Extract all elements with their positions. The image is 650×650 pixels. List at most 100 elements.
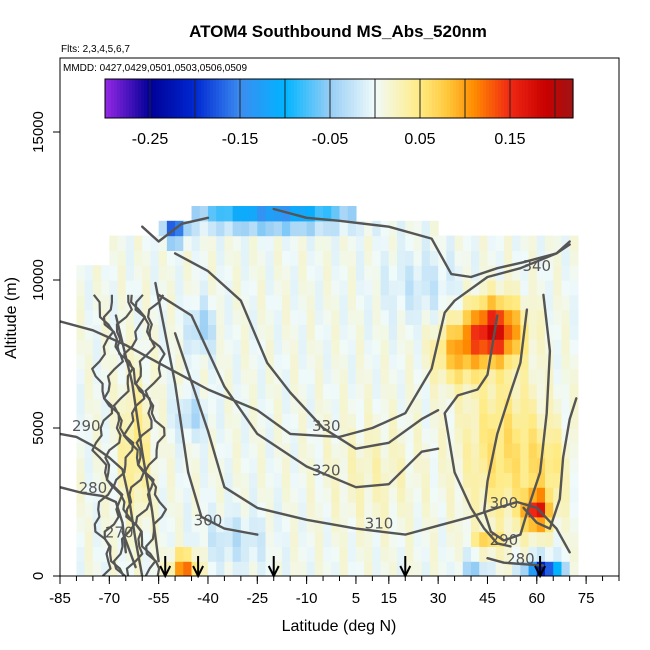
heat-cell	[462, 457, 472, 473]
heat-cell	[429, 457, 439, 473]
heat-cell	[191, 413, 201, 429]
heat-cell	[553, 398, 563, 414]
heat-cell	[421, 220, 431, 237]
heat-cell	[175, 250, 184, 266]
heat-cell	[84, 502, 94, 518]
heat-cell	[290, 265, 299, 281]
heat-cell	[388, 502, 398, 518]
heat-cell	[462, 502, 472, 518]
heat-cell	[76, 428, 86, 444]
heat-cell	[355, 383, 365, 399]
heat-cell	[487, 442, 497, 459]
heat-cell	[273, 487, 283, 503]
colorbar-segment	[231, 79, 235, 118]
heat-cell	[347, 502, 357, 518]
heat-cell	[183, 354, 193, 370]
heat-cell	[397, 428, 406, 444]
heat-cell	[454, 368, 464, 385]
heat-cell	[479, 324, 489, 340]
heat-cell	[388, 487, 398, 503]
heat-cell	[306, 206, 316, 222]
heat-cell	[355, 368, 365, 385]
heat-cell	[380, 220, 390, 237]
heat-cell	[331, 368, 341, 385]
heat-cell	[117, 324, 127, 340]
heat-cell	[388, 457, 398, 473]
heat-cell	[487, 546, 497, 562]
heat-cell	[265, 516, 275, 533]
heat-cell	[109, 368, 119, 385]
heat-cell	[479, 442, 489, 459]
heat-cell	[199, 472, 209, 488]
heat-cell	[281, 546, 291, 562]
heat-cell	[561, 516, 571, 533]
heat-cell	[347, 309, 357, 325]
heat-cell	[183, 413, 193, 429]
heat-cell	[158, 339, 168, 355]
heat-cell	[372, 265, 382, 281]
heat-cell	[224, 516, 234, 533]
heat-cell	[364, 546, 373, 562]
heat-cell	[413, 398, 423, 414]
heat-cell	[438, 235, 447, 251]
heat-cell	[569, 428, 579, 444]
heat-cell	[232, 457, 242, 473]
heat-cell	[314, 531, 324, 547]
heat-cell	[314, 235, 324, 251]
heat-cell	[487, 487, 497, 503]
heat-cell	[528, 531, 538, 547]
heat-cell	[528, 250, 538, 266]
heat-cell	[397, 472, 406, 488]
heat-cell	[528, 265, 538, 281]
heat-cell	[462, 280, 472, 296]
heat-cell	[471, 294, 480, 311]
heat-cell	[240, 561, 250, 576]
heat-cell	[446, 324, 456, 340]
heat-cell	[331, 324, 341, 340]
heat-cell	[471, 339, 480, 355]
heat-cell	[133, 235, 143, 251]
heat-cell	[512, 383, 521, 399]
heat-cell	[166, 516, 176, 533]
heat-cell	[76, 487, 86, 503]
x-tick-label: -10	[296, 590, 318, 607]
heat-cell	[339, 220, 349, 237]
heat-cell	[109, 294, 119, 311]
colorbar-segment	[351, 79, 355, 118]
heat-cell	[462, 472, 472, 488]
heat-cell	[306, 502, 316, 518]
heat-cell	[306, 457, 316, 473]
heat-cell	[569, 413, 579, 429]
heat-cell	[405, 354, 415, 370]
heat-cell	[364, 250, 373, 266]
heat-cell	[454, 442, 464, 459]
heat-cell	[545, 265, 554, 281]
heat-cell	[355, 546, 365, 562]
heat-cell	[454, 383, 464, 399]
heat-cell	[298, 368, 308, 385]
heat-cell	[257, 516, 267, 533]
colorbar-segment	[327, 79, 331, 118]
heat-cell	[438, 280, 447, 296]
heat-cell	[84, 413, 94, 429]
heat-cell	[323, 354, 332, 370]
heat-cell	[355, 280, 365, 296]
heat-cell	[495, 428, 505, 444]
heat-cell	[331, 280, 341, 296]
heat-cell	[512, 235, 521, 251]
heat-cell	[306, 280, 316, 296]
heat-cell	[380, 235, 390, 251]
heat-cell	[158, 354, 168, 370]
heat-cell	[495, 280, 505, 296]
heat-cell	[438, 368, 447, 385]
heat-cell	[347, 294, 357, 311]
heat-cell	[273, 383, 283, 399]
heat-cell	[84, 324, 94, 340]
heat-cell	[92, 339, 102, 355]
heat-cell	[347, 280, 357, 296]
heat-cell	[462, 383, 472, 399]
heat-cell	[545, 280, 554, 296]
heat-cell	[495, 383, 505, 399]
heat-cell	[471, 413, 480, 429]
heat-cell	[257, 250, 267, 266]
